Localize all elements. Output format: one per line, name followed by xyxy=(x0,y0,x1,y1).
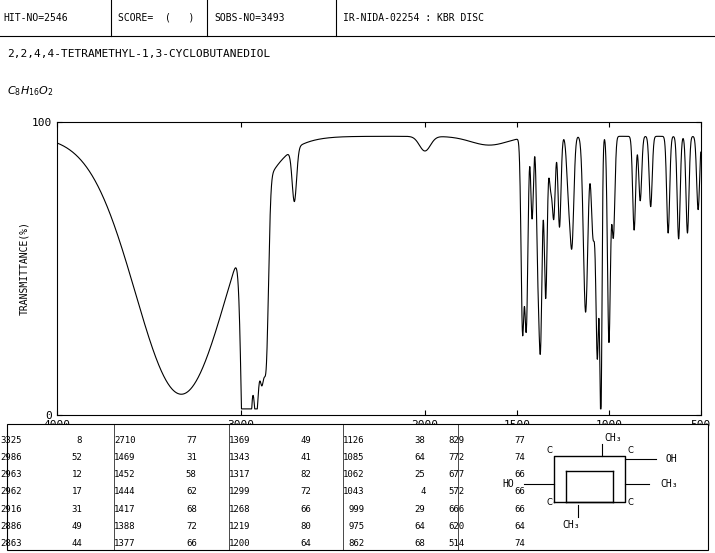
Text: 2886: 2886 xyxy=(0,522,21,531)
Text: 1085: 1085 xyxy=(343,453,365,462)
Text: HO: HO xyxy=(503,478,514,489)
Text: 666: 666 xyxy=(448,505,465,514)
Text: 1268: 1268 xyxy=(229,505,250,514)
Text: 38: 38 xyxy=(415,436,425,445)
Text: 66: 66 xyxy=(515,487,526,497)
Text: 862: 862 xyxy=(348,539,365,548)
Text: 62: 62 xyxy=(186,487,197,497)
Text: 1469: 1469 xyxy=(114,453,136,462)
Text: IR-NIDA-02254 : KBR DISC: IR-NIDA-02254 : KBR DISC xyxy=(343,13,484,23)
X-axis label: WAVENUMBER(-1): WAVENUMBER(-1) xyxy=(332,435,426,445)
Text: 66: 66 xyxy=(186,539,197,548)
Text: 2863: 2863 xyxy=(0,539,21,548)
Text: 2962: 2962 xyxy=(0,487,21,497)
Text: 1452: 1452 xyxy=(114,470,136,479)
Text: 49: 49 xyxy=(72,522,82,531)
Text: 64: 64 xyxy=(300,539,311,548)
Text: 64: 64 xyxy=(515,522,526,531)
Text: 52: 52 xyxy=(72,453,82,462)
Text: 12: 12 xyxy=(72,470,82,479)
Text: 1200: 1200 xyxy=(229,539,250,548)
Text: 1043: 1043 xyxy=(343,487,365,497)
Text: 2916: 2916 xyxy=(0,505,21,514)
Text: OH: OH xyxy=(666,454,677,465)
Text: 1417: 1417 xyxy=(114,505,136,514)
Text: 2,2,4,4-TETRAMETHYL-1,3-CYCLOBUTANEDIOL: 2,2,4,4-TETRAMETHYL-1,3-CYCLOBUTANEDIOL xyxy=(7,49,270,59)
Text: 17: 17 xyxy=(72,487,82,497)
Y-axis label: TRANSMITTANCE(%): TRANSMITTANCE(%) xyxy=(19,221,29,315)
Text: 999: 999 xyxy=(348,505,365,514)
Text: 80: 80 xyxy=(300,522,311,531)
Text: 29: 29 xyxy=(415,505,425,514)
Text: 1219: 1219 xyxy=(229,522,250,531)
Text: 31: 31 xyxy=(186,453,197,462)
Text: 8: 8 xyxy=(77,436,82,445)
Text: 72: 72 xyxy=(300,487,311,497)
Text: 64: 64 xyxy=(415,453,425,462)
Text: CH₃: CH₃ xyxy=(661,478,679,489)
Text: 66: 66 xyxy=(515,470,526,479)
Text: 64: 64 xyxy=(415,522,425,531)
Text: 44: 44 xyxy=(72,539,82,548)
Text: 1299: 1299 xyxy=(229,487,250,497)
Text: 772: 772 xyxy=(448,453,465,462)
Text: 66: 66 xyxy=(300,505,311,514)
Text: 2963: 2963 xyxy=(0,470,21,479)
Text: 1317: 1317 xyxy=(229,470,250,479)
Text: 975: 975 xyxy=(348,522,365,531)
Text: 620: 620 xyxy=(448,522,465,531)
Text: 58: 58 xyxy=(186,470,197,479)
Text: 2986: 2986 xyxy=(0,453,21,462)
Text: 74: 74 xyxy=(515,453,526,462)
Text: 77: 77 xyxy=(186,436,197,445)
Text: 2710: 2710 xyxy=(114,436,136,445)
Text: 1343: 1343 xyxy=(229,453,250,462)
Text: 1388: 1388 xyxy=(114,522,136,531)
Text: 1369: 1369 xyxy=(229,436,250,445)
Text: C: C xyxy=(547,498,553,507)
Text: 1126: 1126 xyxy=(343,436,365,445)
Text: 4: 4 xyxy=(420,487,425,497)
Text: 77: 77 xyxy=(515,436,526,445)
Text: 677: 677 xyxy=(448,470,465,479)
Text: 1062: 1062 xyxy=(343,470,365,479)
Text: 25: 25 xyxy=(415,470,425,479)
Text: 72: 72 xyxy=(186,522,197,531)
Text: 82: 82 xyxy=(300,470,311,479)
Text: CH₃: CH₃ xyxy=(562,520,580,530)
Text: 68: 68 xyxy=(186,505,197,514)
Text: 66: 66 xyxy=(515,505,526,514)
Text: SCORE=  (   ): SCORE= ( ) xyxy=(118,13,194,23)
Text: 49: 49 xyxy=(300,436,311,445)
Text: 74: 74 xyxy=(515,539,526,548)
Text: 1444: 1444 xyxy=(114,487,136,497)
Text: C: C xyxy=(547,446,553,455)
Text: 31: 31 xyxy=(72,505,82,514)
Text: CH₃: CH₃ xyxy=(605,433,622,443)
Text: 829: 829 xyxy=(448,436,465,445)
FancyBboxPatch shape xyxy=(7,424,708,550)
Text: 3325: 3325 xyxy=(0,436,21,445)
Text: C: C xyxy=(627,498,633,507)
Text: $C_8H_{16}O_2$: $C_8H_{16}O_2$ xyxy=(7,85,54,98)
Text: HIT-NO=2546: HIT-NO=2546 xyxy=(4,13,68,23)
Text: 41: 41 xyxy=(300,453,311,462)
Text: 514: 514 xyxy=(448,539,465,548)
Text: SOBS-NO=3493: SOBS-NO=3493 xyxy=(214,13,285,23)
Text: C: C xyxy=(627,446,633,455)
Text: 572: 572 xyxy=(448,487,465,497)
Text: 1377: 1377 xyxy=(114,539,136,548)
Text: 68: 68 xyxy=(415,539,425,548)
